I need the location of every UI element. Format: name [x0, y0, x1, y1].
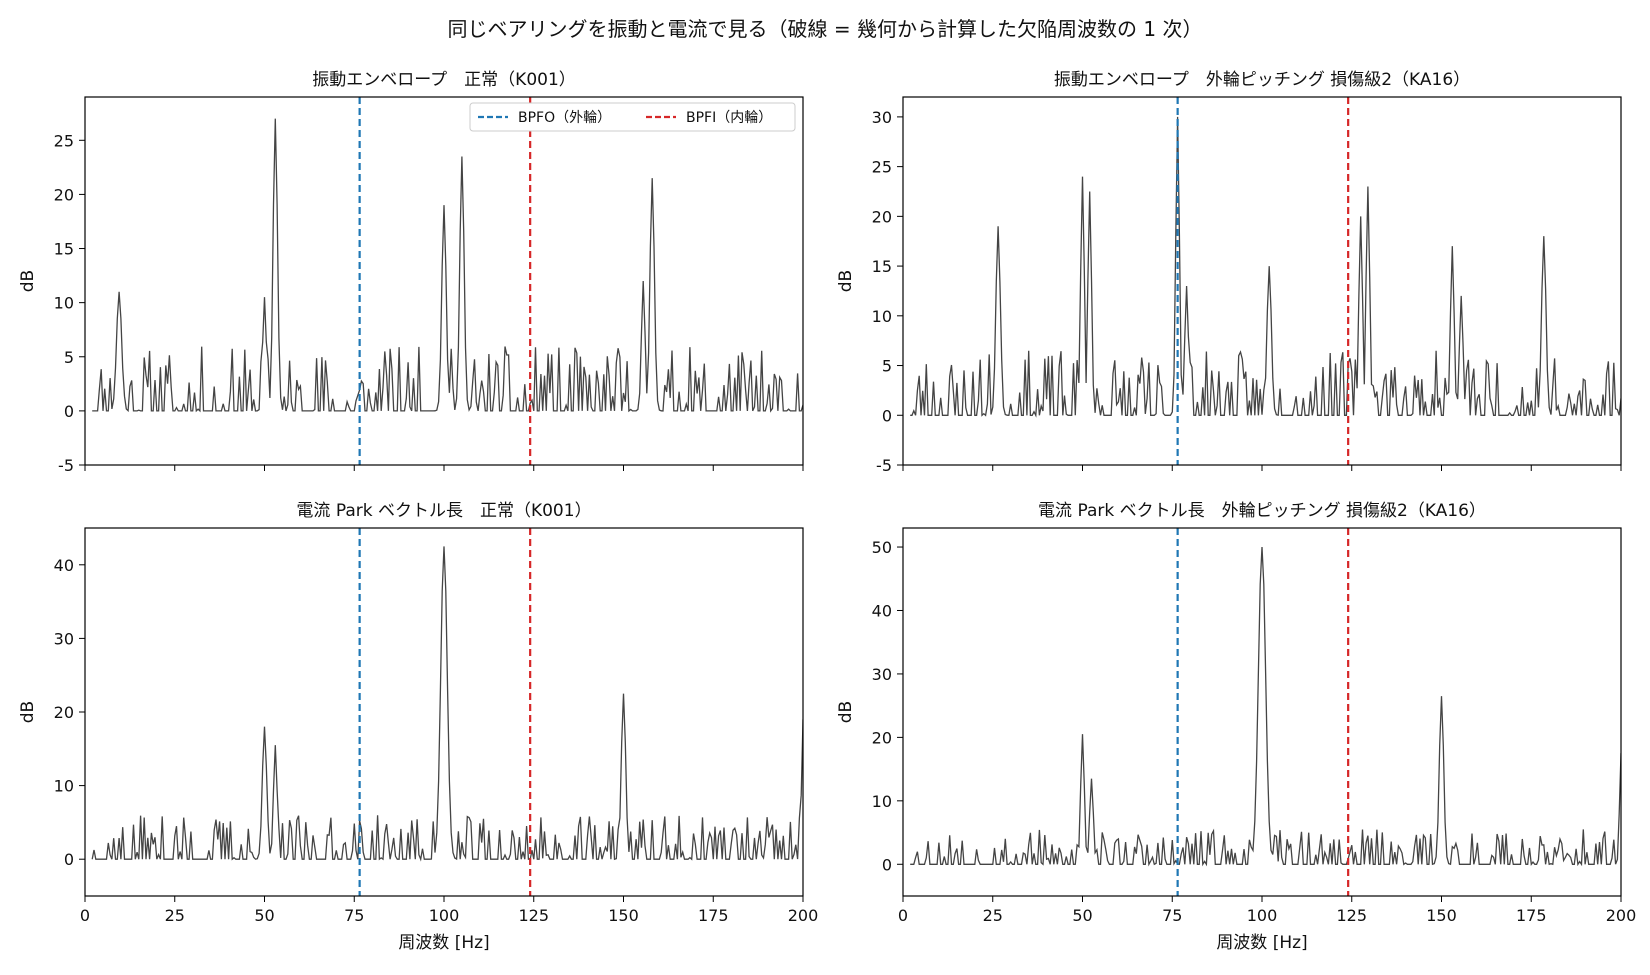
y-tick-label: 10 — [54, 294, 74, 313]
series-trace — [91, 546, 803, 862]
axes-frame — [902, 527, 1622, 897]
x-tick-label: 0 — [898, 906, 908, 925]
y-tick-label: 30 — [872, 665, 892, 684]
x-tick-label: 150 — [608, 906, 639, 925]
legend-label: BPFI（内輪） — [686, 109, 772, 126]
x-tick-label: 125 — [1336, 906, 1367, 925]
y-tick-label: 15 — [54, 240, 74, 259]
x-tick-label: 75 — [344, 906, 364, 925]
y-tick-label: 20 — [872, 207, 892, 226]
y-tick-label: 0 — [64, 402, 74, 421]
y-tick-label: 25 — [872, 158, 892, 177]
y-tick-label: 5 — [882, 357, 892, 376]
x-axis-label: 周波数 [Hz] — [1216, 933, 1307, 953]
panel-3: 電流 Park ベクトル長 正常（K001） dB 周波数 [Hz] 0 25 50 75 1… — [18, 501, 818, 953]
y-axis-label: dB — [836, 701, 856, 723]
x-tick-label: 0 — [80, 906, 90, 925]
y-tick-label: -5 — [876, 456, 892, 475]
y-tick-label: 0 — [882, 406, 892, 425]
panel-4: 電流 Park ベクトル長 外輪ピッチング 損傷級2（KA16） dB 周波数 [H… — [836, 501, 1636, 953]
series-trace — [910, 546, 1621, 867]
series-trace — [910, 116, 1621, 418]
y-tick-label: 20 — [872, 728, 892, 747]
y-tick-label: 20 — [54, 703, 74, 722]
y-tick-label: -5 — [58, 456, 74, 475]
y-tick-label: 10 — [872, 307, 892, 326]
y-tick-label: 30 — [872, 108, 892, 127]
legend-label: BPFO（外輪） — [518, 109, 611, 126]
x-tick-label: 200 — [788, 906, 819, 925]
figure-title: 同じベアリングを振動と電流で見る（破線 = 幾何から計算した欠陥周波数の 1 次… — [448, 17, 1203, 41]
y-tick-label: 15 — [872, 257, 892, 276]
y-axis-label: dB — [18, 270, 38, 292]
x-tick-label: 50 — [254, 906, 274, 925]
legend-box — [469, 102, 796, 132]
legend: BPFO（外輪） BPFI（内輪） — [469, 102, 796, 132]
y-tick-label: 0 — [64, 850, 74, 869]
panel-title: 電流 Park ベクトル長 外輪ピッチング 損傷級2（KA16） — [1038, 501, 1486, 521]
y-tick-label: 10 — [872, 792, 892, 811]
series-trace — [92, 118, 803, 413]
panel-title: 振動エンベロープ 外輪ピッチング 損傷級2（KA16） — [1054, 70, 1470, 90]
y-tick-label: 30 — [54, 629, 74, 648]
y-tick-label: 25 — [54, 131, 74, 150]
y-axis-label: dB — [18, 701, 38, 723]
x-axis-label: 周波数 [Hz] — [398, 933, 489, 953]
x-tick-label: 125 — [518, 906, 549, 925]
y-tick-label: 20 — [54, 185, 74, 204]
x-tick-label: 150 — [1426, 906, 1457, 925]
x-tick-label: 50 — [1072, 906, 1092, 925]
x-tick-label: 100 — [1247, 906, 1278, 925]
x-tick-label: 75 — [1162, 906, 1182, 925]
x-tick-label: 100 — [429, 906, 460, 925]
x-tick-label: 25 — [165, 906, 185, 925]
panel-title: 電流 Park ベクトル長 正常（K001） — [296, 501, 591, 521]
y-tick-label: 40 — [54, 556, 74, 575]
y-tick-label: 10 — [54, 777, 74, 796]
y-tick-label: 50 — [872, 538, 892, 557]
panel-title: 振動エンベロープ 正常（K001） — [312, 70, 576, 90]
x-tick-label: 175 — [698, 906, 729, 925]
y-axis-label: dB — [836, 270, 856, 292]
x-tick-label: 200 — [1606, 906, 1637, 925]
y-tick-label: 40 — [872, 601, 892, 620]
x-tick-label: 175 — [1516, 906, 1547, 925]
y-tick-label: 0 — [882, 855, 892, 874]
x-tick-label: 25 — [983, 906, 1003, 925]
panel-2: 振動エンベロープ 外輪ピッチング 損傷級2（KA16） dB -5 0 5 10 15 20 2… — [836, 70, 1622, 475]
y-tick-label: 5 — [64, 348, 74, 367]
